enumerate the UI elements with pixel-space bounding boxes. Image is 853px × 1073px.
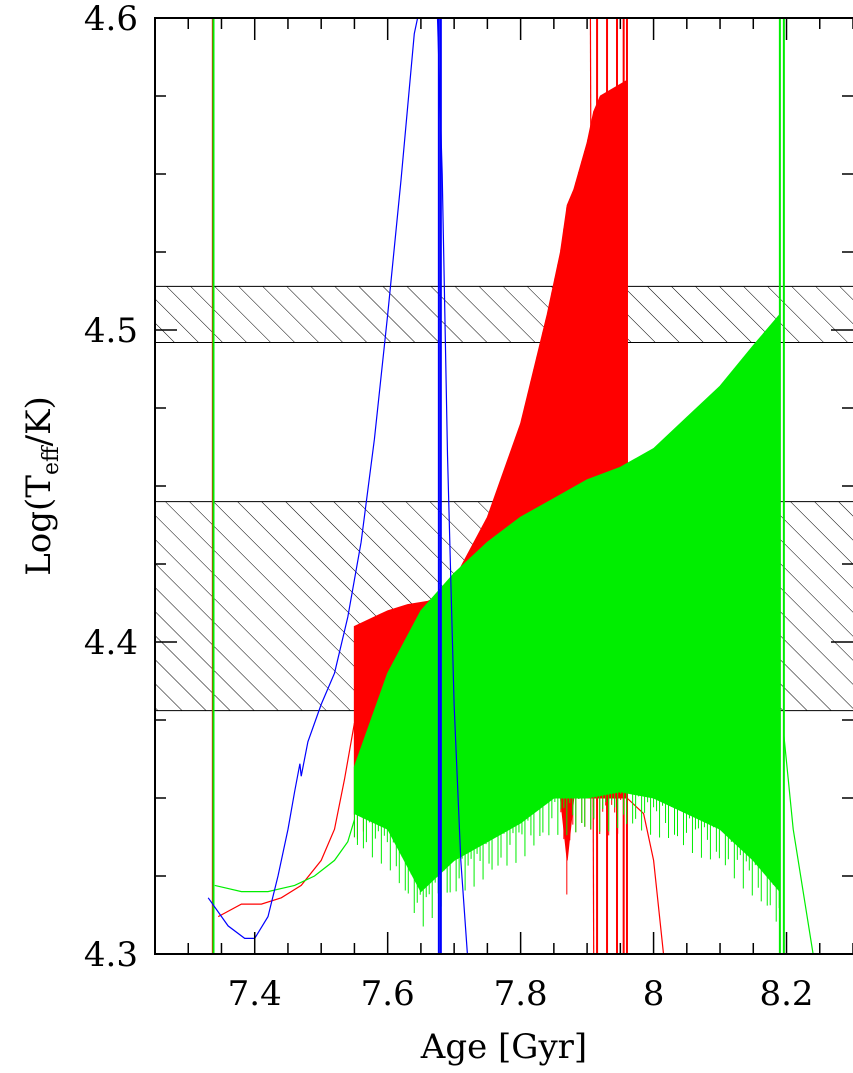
- y-tick-label: 4.5: [84, 311, 138, 351]
- tick-labels: 7.4 7.6 7.8 8 8.2 4.3 4.4 4.5 4.6: [84, 0, 814, 1014]
- x-tick-label: 8.2: [759, 974, 813, 1014]
- series-2-thin_path: [214, 819, 355, 893]
- x-tick-label: 8: [643, 974, 665, 1014]
- series-0: [207, 18, 468, 954]
- y-tick-label: 4.6: [84, 0, 138, 39]
- series-2-thin_path_2: [783, 735, 814, 954]
- y-tick-label: 4.3: [84, 935, 138, 975]
- axis-ticks: [154, 17, 853, 955]
- series-2: [212, 18, 814, 954]
- x-tick-label: 7.4: [228, 974, 282, 1014]
- x-axis-label: Age [Gyr]: [420, 1027, 587, 1067]
- y-tick-label: 4.4: [84, 623, 138, 663]
- series-1-thin_path: [217, 722, 355, 918]
- series-0-thin_path: [207, 18, 419, 940]
- x-tick-label: 7.8: [494, 974, 548, 1014]
- y-axis-label: Log(Teff/K): [19, 396, 64, 576]
- series-layer: [207, 18, 814, 954]
- hatched-band-0: [155, 286, 853, 343]
- x-tick-label: 7.6: [361, 974, 415, 1014]
